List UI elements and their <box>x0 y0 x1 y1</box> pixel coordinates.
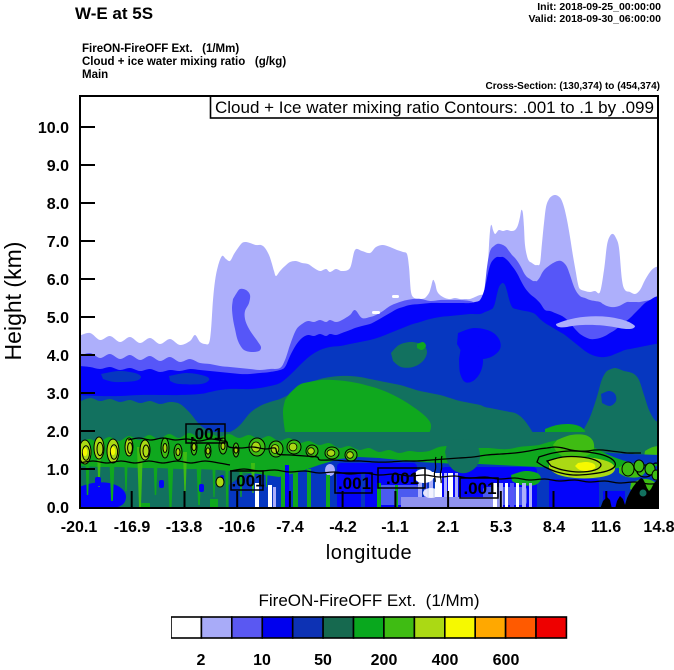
svg-text:.001: .001 <box>338 474 371 493</box>
svg-text:Cloud + Ice water mixing ratio: Cloud + Ice water mixing ratio Contours:… <box>215 98 654 117</box>
svg-text:.001: .001 <box>231 472 264 491</box>
svg-text:.001: .001 <box>463 479 496 498</box>
svg-text:.001: .001 <box>190 425 223 444</box>
svg-text:.001: .001 <box>386 469 419 488</box>
